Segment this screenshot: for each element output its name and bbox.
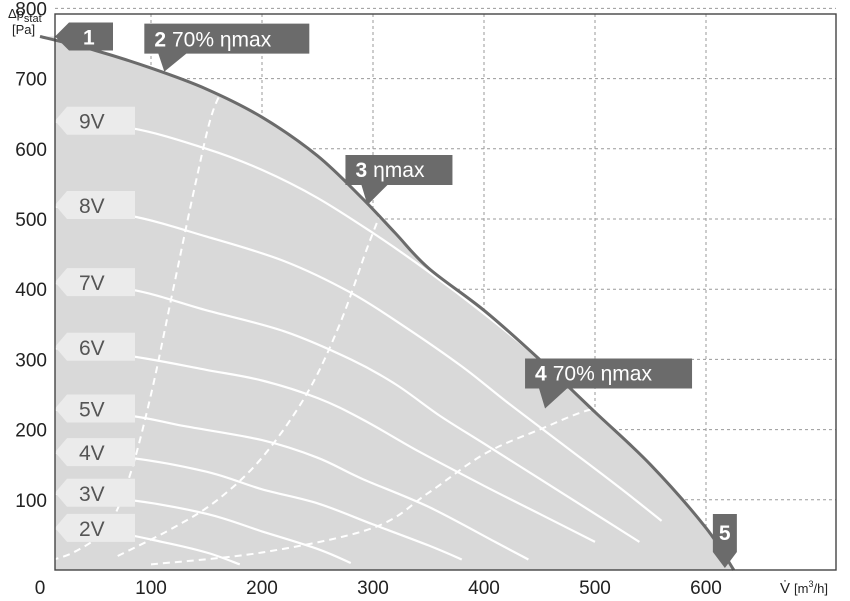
x-tick-label: 300 [357, 578, 389, 599]
annotation-number: 2 [154, 29, 166, 52]
efficiency-curve-3 [150, 404, 651, 566]
voltage-tag-bg [55, 478, 135, 507]
voltage-tag-bg [55, 190, 135, 219]
annotation-text: 3 ηmax [355, 159, 425, 182]
x-tick-label: 200 [246, 578, 278, 599]
voltage-curve-6v [39, 345, 596, 543]
voltage-tag-7v: 7V [55, 268, 135, 297]
annotation-4: 4 70% ηmax [525, 358, 693, 409]
y-tick-label: 600 [15, 140, 47, 161]
marks: 9V 8V 7V 6V 5V 4V 3V 2V 1 2 70% ηmax 3 ηmax 4 70% ηmax… [55, 22, 737, 568]
voltage-tag-bg [55, 268, 135, 297]
annotation-bg [712, 514, 737, 568]
annotation-label: 70% ηmax [553, 363, 653, 386]
operating-area [40, 36, 734, 570]
annotation-text: 4 70% ηmax [535, 363, 652, 386]
annotation-bg [345, 154, 453, 205]
efficiency-curve-1 [39, 78, 230, 564]
y-tick-label: 500 [15, 210, 47, 231]
voltage-tag-label: 5V [79, 399, 105, 422]
y-tick-label: 400 [15, 280, 47, 301]
y-tick-label: 800 [15, 0, 47, 20]
x-tick-label: 0 [35, 578, 46, 599]
y-tick-label: 200 [15, 421, 47, 442]
annotation-bg [55, 22, 113, 51]
x-tick-label: 400 [468, 578, 500, 599]
plot-frame [54, 13, 837, 571]
x-tick-label: 100 [135, 578, 167, 599]
envelope-curve [39, 35, 736, 571]
annotation-2: 2 70% ηmax [144, 23, 310, 72]
voltage-tag-3v: 3V [55, 478, 135, 507]
annotation-text: 1 [83, 26, 95, 49]
x-tick-label: 600 [690, 578, 722, 599]
annotation-bg [525, 358, 693, 409]
annotation-text: 5 [719, 522, 731, 545]
voltage-tag-label: 3V [79, 483, 105, 506]
annotation-bg [144, 23, 310, 72]
voltage-tag-label: 9V [79, 111, 105, 134]
annotation-label: ηmax [373, 159, 425, 182]
annotation-number: 1 [83, 26, 95, 49]
voltage-tag-bg [55, 332, 135, 361]
voltage-tag-9v: 9V [55, 106, 135, 135]
x-axis-title: V̇ [m3/h] [780, 579, 828, 597]
annotation-number: 5 [719, 522, 731, 545]
y-tick-label: 700 [15, 70, 47, 91]
voltage-tag-bg [55, 513, 135, 542]
annotation-number: 3 [355, 159, 367, 182]
voltage-curve-5v [39, 407, 529, 561]
annotation-5: 5 [712, 514, 737, 568]
annotation-label: 70% ηmax [172, 29, 272, 52]
annotation-1: 1 [55, 22, 113, 51]
annotation-3: 3 ηmax [345, 154, 453, 205]
voltage-tag-5v: 5V [55, 394, 135, 423]
voltage-tag-label: 8V [79, 195, 105, 218]
voltage-tag-bg [55, 394, 135, 423]
voltage-tag-8v: 8V [55, 190, 135, 219]
voltage-tag-label: 2V [79, 518, 105, 541]
annotation-number: 4 [535, 363, 547, 386]
y-tick-label: 100 [15, 491, 47, 512]
y-axis-title: Δpstat [8, 6, 42, 25]
voltage-tag-label: 7V [79, 272, 105, 295]
voltage-tag-2v: 2V [55, 513, 135, 542]
annotation-text: 2 70% ηmax [154, 29, 271, 52]
x-tick-label: 500 [579, 578, 611, 599]
voltage-tag-4v: 4V [55, 438, 135, 467]
y-tick-label: 300 [15, 350, 47, 371]
axes: 100 200 300 400 500 600 700 800 0 100 200 300 400 500… [15, 0, 722, 599]
voltage-curve-8v [39, 203, 663, 522]
voltage-tag-bg [55, 106, 135, 135]
y-axis-unit: [Pa] [12, 22, 35, 37]
voltage-tag-label: 4V [79, 442, 105, 465]
series [39, 35, 736, 571]
voltage-tag-label: 6V [79, 337, 105, 360]
voltage-tag-6v: 6V [55, 332, 135, 361]
voltage-tag-bg [55, 438, 135, 467]
